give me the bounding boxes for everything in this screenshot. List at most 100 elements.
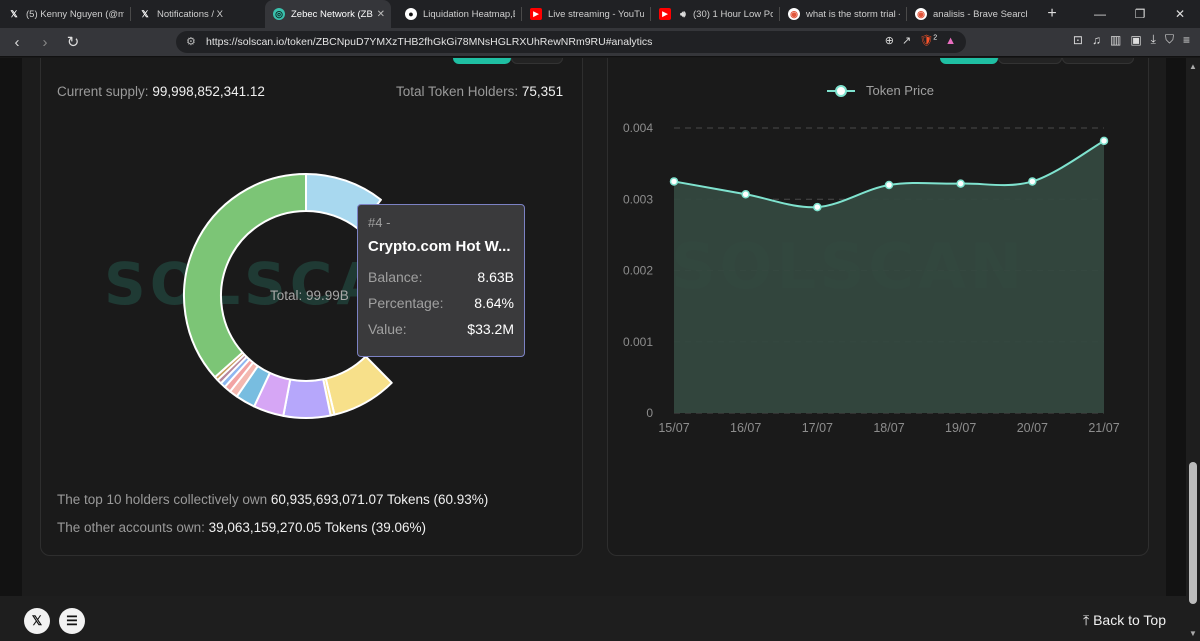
tab-live-streaming[interactable]: ▶ Live streaming - YouTube	[522, 0, 650, 28]
donut-segment[interactable]	[282, 378, 332, 419]
y-tick-label: 0.002	[623, 264, 653, 278]
tooltip-percentage-value: 8.64%	[474, 295, 514, 311]
tooltip-percentage-row: Percentage: 8.64%	[368, 295, 514, 311]
price-area-fill	[674, 140, 1104, 413]
donut-segment[interactable]	[324, 355, 393, 416]
price-point[interactable]	[1099, 136, 1109, 146]
donut-segment[interactable]	[213, 351, 246, 382]
back-to-top-button[interactable]: ⤒ Back to Top	[1083, 612, 1166, 629]
x-tick-label: 19/07	[945, 421, 976, 435]
back-to-top-label: Back to Top	[1093, 612, 1166, 628]
tab-separator	[906, 7, 907, 21]
reload-icon[interactable]: ↻	[66, 34, 80, 51]
tab-twitter-profile[interactable]: 𝕏 (5) Kenny Nguyen (@mrry	[0, 0, 130, 28]
holders-value: 75,351	[521, 84, 564, 99]
toolbar-icons: ⊡ ♫ ▥ ▣ ⤓ ⛉ ≡	[1073, 32, 1190, 47]
new-tab-button[interactable]: +	[1047, 5, 1057, 22]
others-summary: The other accounts own: 39,063,159,270.0…	[57, 520, 426, 535]
others-value: 39,063,159,270.05 Tokens (39.06%)	[208, 520, 427, 535]
leo-icon[interactable]: ⊡	[1072, 32, 1083, 47]
legend-label[interactable]: Token Price	[866, 83, 934, 98]
x-tick-label: 16/07	[730, 421, 761, 435]
supply-value: 99,998,852,341.12	[152, 84, 265, 99]
token-price-chart: SOLSCAN00.0010.0020.0030.00415/0716/0717…	[607, 58, 1149, 453]
brave-rewards-icon[interactable]: ▲	[945, 34, 956, 47]
address-bar: ‹ › ↻ 🔖︎ ⚙︎ https://solscan.io/token/ZBC…	[0, 28, 1200, 57]
url-text: https://solscan.io/token/ZBCNpuD7YMXzTHB…	[206, 36, 653, 48]
download-icon[interactable]: ⤓	[1150, 32, 1156, 46]
tooltip-percentage-label: Percentage:	[368, 295, 444, 311]
tab-analisis-search[interactable]: ◉ analisis - Brave Search	[907, 0, 1033, 28]
shields-badge: 2	[933, 34, 938, 42]
brave-search-icon: ◉	[915, 8, 927, 20]
tab-storm-trial-search[interactable]: ◉ what is the storm trial - Br	[780, 0, 906, 28]
y-tick-label: 0.003	[623, 192, 653, 206]
scroll-down-icon[interactable]: ▼	[1189, 629, 1197, 638]
brave-shields-icon[interactable]: 🛡︎2	[919, 34, 938, 47]
tooltip-holder-name: Crypto.com Hot W...	[368, 238, 511, 255]
segment-tab-active[interactable]	[453, 58, 511, 64]
share-icon[interactable]: ↗	[902, 35, 912, 47]
tooltip-balance-label: Balance:	[368, 269, 423, 285]
x-tick-label: 18/07	[873, 421, 904, 435]
page-scrollbar[interactable]: ▲ ▼	[1186, 58, 1200, 641]
site-info-icon[interactable]: ⚙︎	[186, 36, 196, 48]
close-tab-icon[interactable]: ✕	[376, 8, 385, 20]
price-point[interactable]	[741, 190, 750, 199]
price-point[interactable]	[1028, 177, 1037, 186]
y-tick-label: 0.004	[623, 121, 653, 135]
tab-notifications[interactable]: 𝕏 Notifications / X	[131, 0, 255, 28]
total-token-holders: Total Token Holders: 75,351	[396, 84, 563, 99]
sidebar-icon[interactable]: ▥	[1109, 32, 1122, 47]
segment-tab[interactable]	[511, 58, 563, 64]
top10-value: 60,935,693,071.07 Tokens (60.93%)	[270, 492, 489, 507]
tab-low-poly-video[interactable]: ▶ 🔊︎ (30) 1 Hour Low Poly I	[651, 0, 779, 28]
tooltip-balance-value: 8.63B	[477, 269, 514, 285]
top10-summary: The top 10 holders collectively own 60,9…	[57, 492, 488, 507]
y-tick-label: 0	[646, 406, 653, 420]
tab-separator	[521, 7, 522, 21]
tab-separator	[130, 7, 131, 21]
price-point[interactable]	[956, 179, 965, 188]
scroll-up-icon[interactable]: ▲	[1189, 62, 1197, 71]
tooltip-value-row: Value: $33.2M	[368, 321, 514, 337]
youtube-icon: ▶	[530, 8, 542, 20]
minimize-icon[interactable]: —	[1094, 7, 1106, 21]
menu-icon[interactable]: ≡	[1182, 32, 1190, 47]
forward-arrow-icon[interactable]: ›	[42, 33, 48, 51]
site-footer: 𝕏 ☰ ⤒ Back to Top	[0, 596, 1186, 641]
youtube-icon: ▶	[659, 8, 671, 20]
back-arrow-icon[interactable]: ‹	[14, 33, 20, 51]
price-point[interactable]	[813, 202, 822, 212]
legend-marker-icon[interactable]	[835, 85, 847, 97]
restore-icon[interactable]: ❐	[1134, 7, 1146, 21]
telegram-social-icon[interactable]: ☰	[59, 608, 85, 634]
zoom-icon[interactable]: ⊕	[884, 35, 895, 47]
price-range-tab-active[interactable]	[940, 58, 998, 64]
others-label: The other accounts own:	[57, 520, 205, 535]
donut-total-label: Total: 99.99B	[270, 288, 349, 303]
window-controls: — ❐ ✕	[1080, 0, 1200, 28]
price-point[interactable]	[884, 180, 894, 190]
x-tick-label: 15/07	[658, 421, 689, 435]
url-actions: ⊕ ↗ 🛡︎2 ▲	[885, 34, 956, 47]
solscan-icon: ◎	[273, 8, 285, 20]
x-logo-icon: 𝕏	[141, 8, 149, 19]
brave-search-icon: ◉	[788, 8, 800, 20]
solscan-page: Current supply: 99,998,852,341.12 Total …	[0, 58, 1186, 641]
tab-liquidation-heatmap[interactable]: ● Liquidation Heatmap,BTC	[397, 0, 521, 28]
tooltip-value-value: $33.2M	[467, 321, 514, 337]
donut-segment[interactable]	[183, 173, 307, 379]
x-social-icon[interactable]: 𝕏	[24, 608, 50, 634]
scrollbar-thumb[interactable]	[1189, 462, 1197, 604]
holders-label: Total Token Holders:	[396, 84, 519, 99]
media-icon[interactable]: ♫	[1091, 32, 1101, 47]
vpn-icon[interactable]: ⛉	[1164, 32, 1174, 46]
tab-zebec-network[interactable]: ◎ Zebec Network (ZBCN ✕	[265, 0, 391, 28]
speaker-icon[interactable]: 🔊︎	[680, 8, 686, 19]
wallet-icon[interactable]: ▣	[1130, 32, 1142, 47]
price-point[interactable]	[669, 177, 679, 186]
url-input[interactable]: ⚙︎ https://solscan.io/token/ZBCNpuD7YMXz…	[176, 31, 966, 53]
close-window-icon[interactable]: ✕	[1174, 7, 1186, 21]
tooltip-rank: #4 -	[368, 215, 391, 230]
